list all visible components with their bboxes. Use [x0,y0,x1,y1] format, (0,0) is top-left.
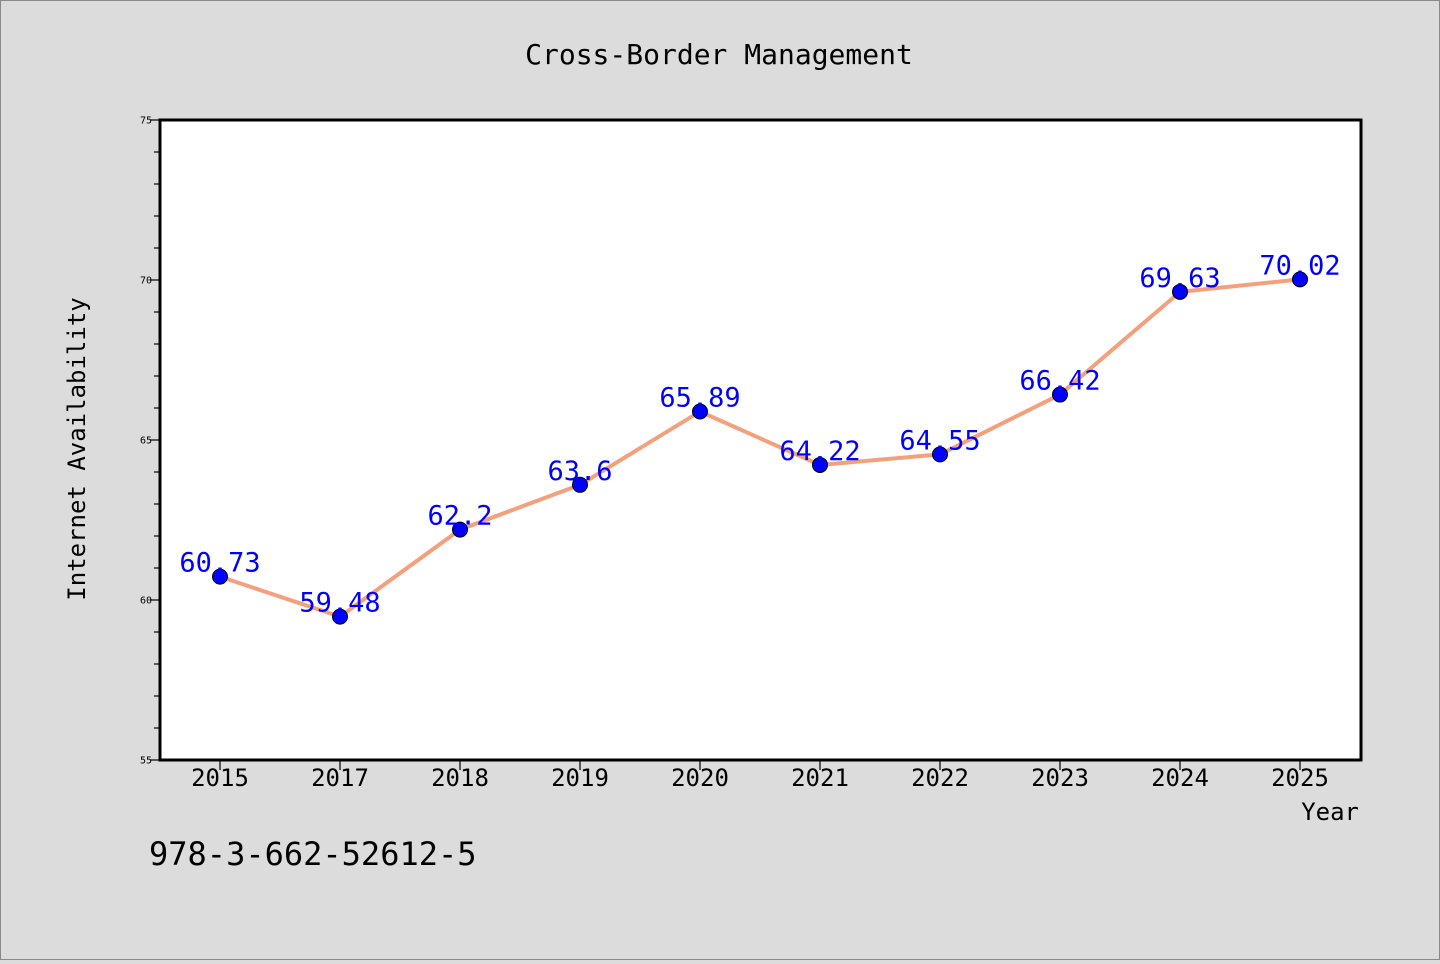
data-label: 69.63 [1139,263,1220,294]
data-label: 66.42 [1019,366,1100,397]
data-point [572,476,588,493]
y-tick-label: 55 [140,756,152,767]
data-label: 65.89 [659,383,740,414]
data-label: 64.55 [899,425,980,456]
data-label: 63.6 [547,456,612,487]
x-tick-label: 2022 [911,764,969,792]
series-0: 60.73 59.48 62.2 63.6 65.89 64.22 64.55 66.42 69… [179,250,1341,625]
data-label: 62.2 [427,501,492,532]
data-label: 59.48 [299,588,380,619]
data-point [212,568,228,585]
data-label: 64.22 [779,436,860,467]
y-axis-ticks: 55 60 65 70 75 [140,116,160,767]
x-axis-label: Year [1301,798,1359,826]
data-point [692,403,708,420]
data-label: 60.73 [179,548,260,579]
y-tick-label: 70 [140,276,152,287]
y-tick-label: 75 [140,116,152,127]
isbn-annotation: 978-3-662-52612-5 [149,835,477,873]
data-point [1292,271,1308,288]
data-point [1172,283,1188,300]
y-tick-label: 65 [140,436,152,447]
x-tick-label: 2021 [791,764,849,792]
data-label: 70.02 [1259,250,1340,281]
x-tick-label: 2023 [1031,764,1089,792]
chart-title: Cross-Border Management [525,38,913,71]
x-tick-label: 2019 [551,764,609,792]
x-tick-label: 2024 [1151,764,1209,792]
data-point [332,608,348,625]
data-point [1052,386,1068,403]
y-tick-label: 60 [140,596,152,607]
data-point [812,456,828,473]
x-tick-label: 2020 [671,764,729,792]
x-tick-label: 2015 [191,764,249,792]
x-axis-ticks: 2015 2017 2018 2019 2020 2021 2022 2023 2024 2025 [191,760,1329,792]
x-tick-label: 2018 [431,764,489,792]
series-line [218,277,1302,619]
y-axis-label: Internet Availability [63,297,91,600]
data-point [452,521,468,538]
x-tick-label: 2017 [311,764,369,792]
data-point [932,446,948,463]
x-tick-label: 2025 [1271,764,1329,792]
